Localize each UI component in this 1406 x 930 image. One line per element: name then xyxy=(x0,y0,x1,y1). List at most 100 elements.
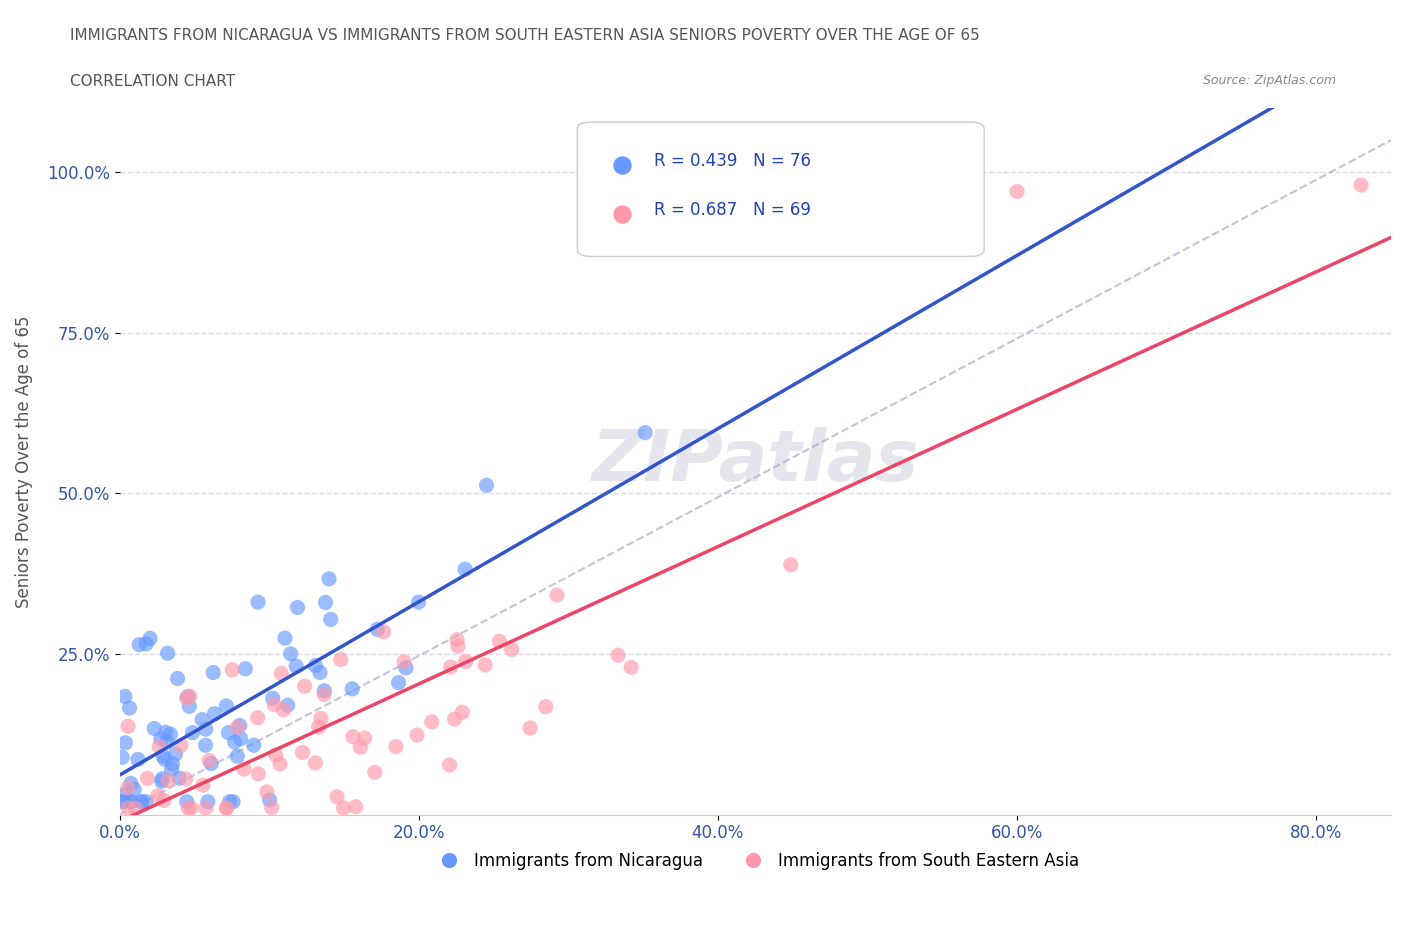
Immigrants from Nicaragua xyxy=(162,756,184,771)
Immigrants from Nicaragua xyxy=(224,735,246,750)
Immigrants from Nicaragua xyxy=(156,735,179,750)
Immigrants from Nicaragua xyxy=(197,794,219,809)
Immigrants from South Eastern Asia xyxy=(304,755,326,770)
Immigrants from South Eastern Asia xyxy=(353,731,375,746)
Immigrants from Nicaragua xyxy=(165,747,187,762)
Immigrants from South Eastern Asia xyxy=(233,762,256,777)
Immigrants from South Eastern Asia xyxy=(406,727,429,742)
Immigrants from South Eastern Asia xyxy=(156,773,179,788)
Immigrants from Nicaragua xyxy=(135,636,157,651)
Immigrants from Nicaragua xyxy=(202,665,225,680)
Immigrants from Nicaragua xyxy=(194,737,217,752)
Immigrants from Nicaragua xyxy=(129,794,152,809)
Text: Source: ZipAtlas.com: Source: ZipAtlas.com xyxy=(1202,74,1336,87)
Immigrants from South Eastern Asia xyxy=(148,739,170,754)
Immigrants from South Eastern Asia xyxy=(170,738,193,753)
Immigrants from Nicaragua xyxy=(120,794,142,809)
Immigrants from South Eastern Asia xyxy=(215,801,238,816)
Immigrants from South Eastern Asia xyxy=(291,745,314,760)
Immigrants from Nicaragua xyxy=(194,722,217,737)
Immigrants from South Eastern Asia xyxy=(326,790,349,804)
Immigrants from Nicaragua xyxy=(242,737,264,752)
Immigrants from Nicaragua xyxy=(395,660,418,675)
Immigrants from Nicaragua xyxy=(167,771,190,786)
Immigrants from South Eastern Asia xyxy=(474,658,496,672)
Immigrants from Nicaragua xyxy=(159,726,181,741)
Immigrants from South Eastern Asia xyxy=(534,699,557,714)
Immigrants from South Eastern Asia xyxy=(117,801,139,816)
Point xyxy=(699,261,721,276)
Immigrants from South Eastern Asia xyxy=(607,648,630,663)
Immigrants from Nicaragua xyxy=(235,661,257,676)
Immigrants from Nicaragua xyxy=(285,658,308,673)
Immigrants from Nicaragua xyxy=(114,787,136,802)
Immigrants from South Eastern Asia xyxy=(273,702,295,717)
Immigrants from South Eastern Asia xyxy=(779,557,801,572)
Immigrants from South Eastern Asia xyxy=(446,632,468,647)
Immigrants from Nicaragua xyxy=(177,689,200,704)
Immigrants from Nicaragua xyxy=(366,622,388,637)
Immigrants from Nicaragua xyxy=(120,776,142,790)
Immigrants from Nicaragua xyxy=(152,771,174,786)
Y-axis label: Seniors Poverty Over the Age of 65: Seniors Poverty Over the Age of 65 xyxy=(15,315,32,607)
Immigrants from Nicaragua xyxy=(160,762,183,777)
Immigrants from Nicaragua xyxy=(204,706,226,721)
Immigrants from Nicaragua xyxy=(200,756,222,771)
Immigrants from South Eastern Asia xyxy=(454,654,477,669)
Immigrants from Nicaragua xyxy=(156,645,179,660)
Immigrants from Nicaragua xyxy=(314,684,336,698)
Immigrants from Nicaragua xyxy=(176,794,198,809)
Immigrants from Nicaragua xyxy=(127,752,149,767)
Immigrants from South Eastern Asia xyxy=(124,801,146,816)
Immigrants from Nicaragua xyxy=(274,631,297,645)
Immigrants from South Eastern Asia xyxy=(177,801,200,816)
Immigrants from Nicaragua xyxy=(152,749,174,764)
Immigrants from South Eastern Asia xyxy=(373,624,395,639)
Immigrants from Nicaragua xyxy=(114,689,136,704)
Legend: Immigrants from Nicaragua, Immigrants from South Eastern Asia: Immigrants from Nicaragua, Immigrants fr… xyxy=(425,845,1085,877)
Text: ZIPatlas: ZIPatlas xyxy=(592,427,920,496)
Immigrants from Nicaragua xyxy=(153,751,176,766)
Immigrants from South Eastern Asia xyxy=(447,639,470,654)
Immigrants from Nicaragua xyxy=(166,671,188,686)
Immigrants from Nicaragua xyxy=(229,718,252,733)
Immigrants from Nicaragua xyxy=(118,700,141,715)
Immigrants from South Eastern Asia xyxy=(488,634,510,649)
Immigrants from Nicaragua xyxy=(155,724,177,739)
Immigrants from South Eastern Asia xyxy=(308,720,330,735)
Immigrants from Nicaragua xyxy=(222,794,245,809)
Immigrants from Nicaragua xyxy=(120,794,142,809)
Immigrants from Nicaragua xyxy=(112,794,135,809)
Immigrants from Nicaragua xyxy=(114,736,136,751)
Immigrants from Nicaragua xyxy=(259,792,281,807)
Immigrants from Nicaragua xyxy=(309,665,332,680)
Immigrants from Nicaragua xyxy=(287,600,309,615)
Immigrants from South Eastern Asia xyxy=(440,659,463,674)
Immigrants from South Eastern Asia xyxy=(519,721,541,736)
Immigrants from Nicaragua xyxy=(149,731,172,746)
Immigrants from Nicaragua xyxy=(634,425,657,440)
Immigrants from South Eastern Asia xyxy=(174,772,197,787)
Immigrants from South Eastern Asia xyxy=(146,789,169,804)
Immigrants from South Eastern Asia xyxy=(264,748,287,763)
Immigrants from Nicaragua xyxy=(262,691,284,706)
Immigrants from South Eastern Asia xyxy=(117,780,139,795)
Immigrants from Nicaragua xyxy=(122,782,145,797)
Immigrants from South Eastern Asia xyxy=(179,689,201,704)
Immigrants from Nicaragua xyxy=(318,571,340,586)
Immigrants from South Eastern Asia xyxy=(314,687,336,702)
Immigrants from South Eastern Asia xyxy=(349,740,371,755)
Immigrants from Nicaragua xyxy=(315,595,337,610)
Immigrants from Nicaragua xyxy=(128,637,150,652)
Immigrants from South Eastern Asia xyxy=(385,739,408,754)
Immigrants from Nicaragua xyxy=(179,699,201,714)
Immigrants from South Eastern Asia xyxy=(215,801,238,816)
Immigrants from South Eastern Asia xyxy=(294,679,316,694)
Immigrants from South Eastern Asia xyxy=(270,666,292,681)
Immigrants from Nicaragua xyxy=(280,646,302,661)
Immigrants from Nicaragua xyxy=(191,712,214,727)
Immigrants from South Eastern Asia xyxy=(344,800,367,815)
Immigrants from South Eastern Asia xyxy=(136,771,159,786)
Immigrants from South Eastern Asia xyxy=(194,801,217,816)
Immigrants from South Eastern Asia xyxy=(260,800,283,815)
